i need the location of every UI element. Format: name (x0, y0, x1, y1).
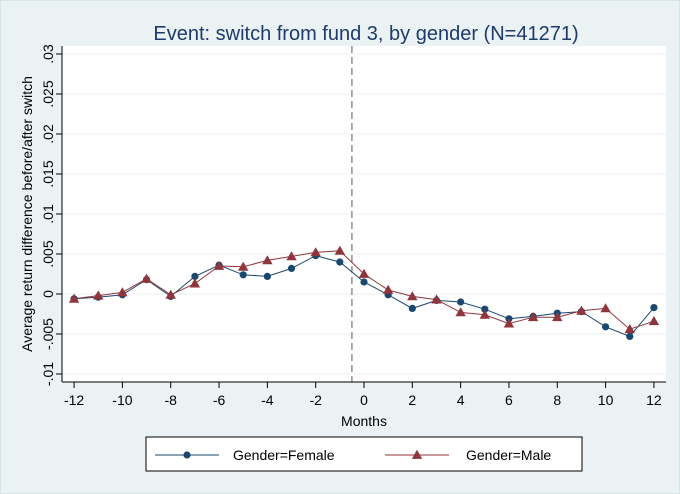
x-tick-label: -10 (112, 392, 132, 408)
female-point (481, 305, 489, 313)
male-point (407, 291, 418, 301)
female-point (191, 272, 199, 280)
male-point (310, 247, 321, 257)
male-point (213, 260, 225, 270)
y-tick-label: .01 (40, 204, 56, 224)
x-tick-label: -12 (64, 392, 84, 408)
legend-marker-male (411, 449, 423, 459)
female-point (287, 264, 296, 272)
legend: Gender=Female Gender=Male (145, 436, 583, 472)
chart-title: Event: switch from fund 3, by gender (N=… (153, 23, 578, 45)
y-tick-label: .005 (40, 240, 56, 267)
y-tick-label: .03 (40, 44, 56, 64)
male-point (117, 287, 128, 297)
x-tick-label: 10 (598, 392, 614, 408)
male-point (552, 312, 563, 322)
x-tick-label: -2 (309, 392, 322, 408)
y-axis-title: Average return difference before/after s… (19, 76, 35, 352)
x-tick-label: 12 (646, 392, 662, 408)
female-point (263, 272, 271, 280)
female-point (408, 304, 416, 312)
male-point (286, 251, 297, 261)
x-tick-label: 4 (457, 392, 465, 408)
male-point (431, 294, 442, 304)
x-tick-label: -4 (261, 392, 274, 408)
legend-box (145, 436, 583, 472)
male-point (189, 278, 201, 288)
male-point (334, 245, 346, 255)
male-point (624, 324, 635, 334)
y-tick-label: .015 (40, 160, 56, 187)
legend-label-female: Gender=Female (233, 447, 335, 463)
male-point (262, 255, 273, 265)
male-point (600, 303, 611, 313)
legend-marker-female (183, 451, 191, 459)
legend-label-male: Gender=Male (466, 447, 551, 463)
x-axis-title: Months (341, 413, 387, 429)
y-tick-label: -.01 (40, 362, 56, 386)
female-point (239, 271, 247, 279)
male-point (455, 307, 466, 317)
male-point (141, 273, 152, 283)
y-tick-label: -.005 (40, 318, 56, 350)
female-point (457, 298, 465, 306)
female-point (360, 278, 368, 286)
y-tick-label: .02 (40, 124, 56, 144)
male-point (503, 318, 515, 328)
x-tick-label: 0 (360, 392, 368, 408)
axes: -.01 -.005 0 .005 .01 .015 .02 .025 .03 -12 -10 -8 -… (40, 44, 666, 408)
y-tick-label: 0 (40, 290, 56, 298)
x-tick-label: 8 (553, 392, 561, 408)
female-point (602, 323, 610, 331)
male-point (358, 268, 370, 278)
male-point (93, 290, 104, 300)
male-point (648, 316, 660, 326)
x-tick-label: 2 (408, 392, 416, 408)
x-tick-label: -8 (164, 392, 177, 408)
male-point (238, 261, 249, 271)
male-point (576, 305, 587, 315)
male-point (382, 284, 394, 294)
x-tick-label: 6 (505, 392, 513, 408)
x-tick-label: -6 (213, 392, 226, 408)
male-point (68, 293, 80, 303)
male-point (527, 312, 539, 322)
y-tick-label: .025 (40, 80, 56, 107)
female-point (626, 332, 634, 340)
female-point (336, 258, 344, 266)
female-point (650, 304, 658, 312)
male-point (165, 289, 176, 299)
grid-lines (62, 53, 666, 375)
series-group (68, 245, 660, 340)
male-point (479, 309, 490, 319)
